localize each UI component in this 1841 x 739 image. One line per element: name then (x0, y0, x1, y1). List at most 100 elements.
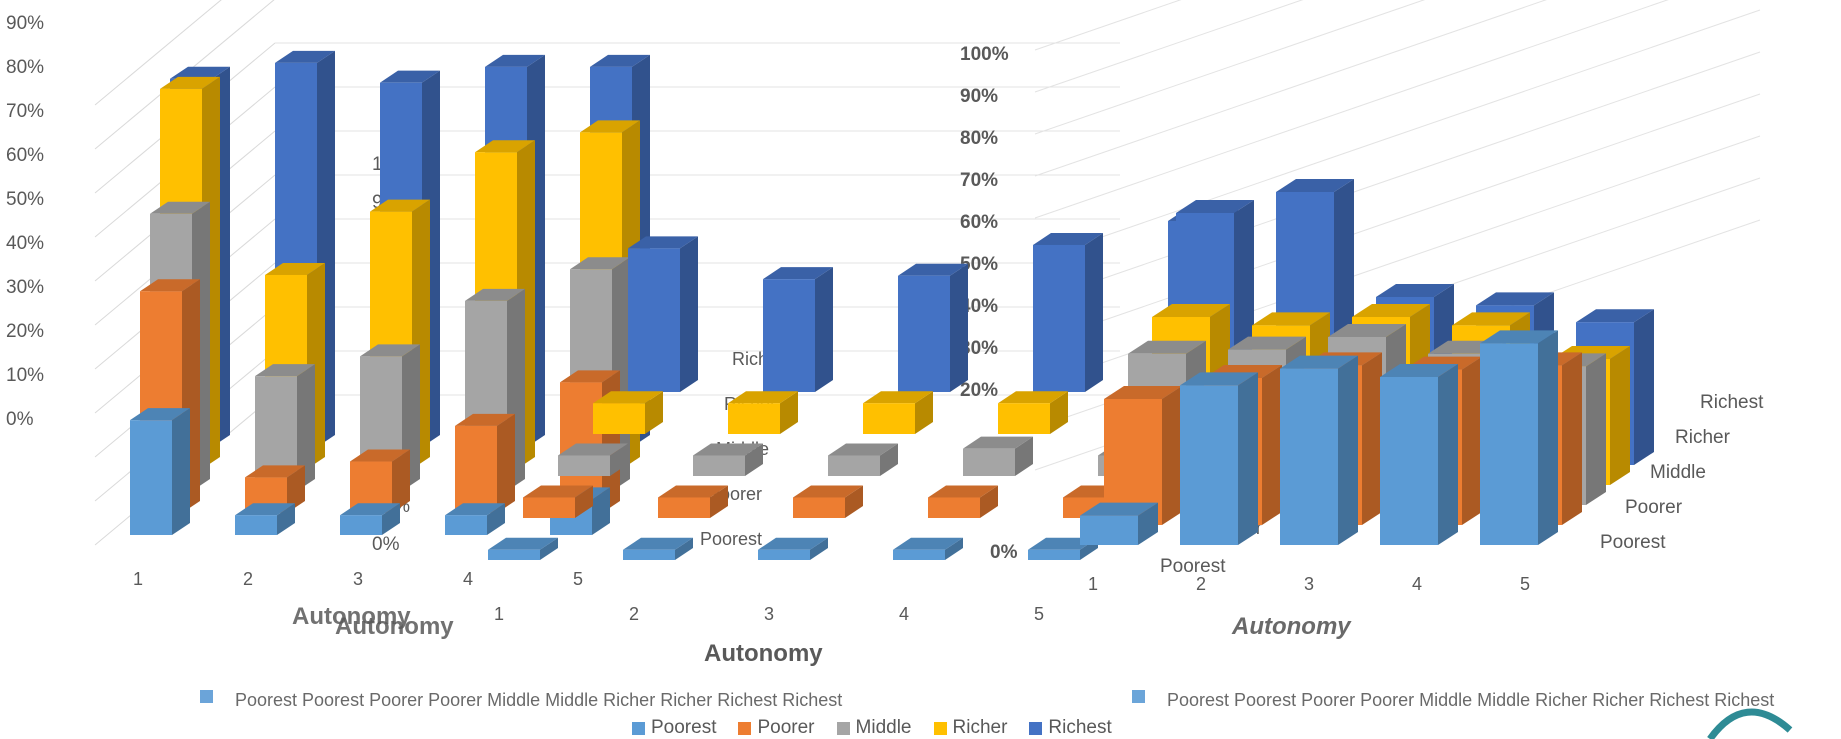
legend-label: Richest (1048, 717, 1111, 739)
y-tick-label-chart-c: 0% (990, 542, 1018, 563)
x-tick-label-chart-b: 1 (494, 604, 504, 624)
depth-label-chart-c-right: Richer (1675, 427, 1731, 448)
bar-front-face (758, 550, 810, 560)
bar-chart-b-richer (728, 391, 798, 434)
bar-side-face (1238, 372, 1258, 545)
bar-front-face (728, 403, 780, 434)
bar-front-face (558, 455, 610, 476)
y-tick-label-chart-a: 40% (6, 233, 44, 254)
gridline-chart-c (1035, 0, 1760, 134)
bar-chart-b-poorer (793, 485, 863, 518)
legend-ghost-text: Poorest Poorest Poorer Poorer Middle Mid… (235, 690, 842, 711)
bar-front-face (1480, 343, 1538, 545)
depth-label-chart-c: Poorest (1160, 556, 1226, 577)
legend-swatch (1132, 690, 1145, 703)
bar-side-face (1562, 352, 1582, 525)
y-tick-label-chart-c: 60% (960, 212, 998, 233)
bar-side-face (1538, 330, 1558, 545)
bar-chart-a-poorest (340, 503, 400, 535)
legend-label: Poorer (757, 717, 814, 739)
y-tick-label-chart-a: 50% (6, 189, 44, 210)
y-tick-label-chart-a: 20% (6, 321, 44, 342)
depth-label-chart-c-right: Richest (1700, 392, 1764, 413)
bar-front-face (455, 426, 497, 513)
x-tick-label-chart-a: 5 (573, 569, 583, 589)
x-tick-label-chart-b: 3 (764, 604, 774, 624)
bar-chart-b-poorest (488, 538, 558, 560)
bar-front-face (235, 515, 277, 535)
y-tick-label-chart-c: 20% (960, 380, 998, 401)
bar-chart-a-poorest (235, 503, 295, 535)
bar-chart-c-poorest (1080, 503, 1158, 545)
gridline-chart-c (1035, 0, 1760, 218)
legend-swatch-poorest (632, 722, 645, 735)
x-tick-label-chart-c: 5 (1520, 574, 1530, 594)
y-tick-label-chart-c: 100% (960, 44, 1009, 65)
legend-item-poorer: Poorer (738, 717, 814, 739)
x-axis-title-left-ghost: Autonomy (335, 613, 454, 641)
y-tick-label-chart-a: 30% (6, 277, 44, 298)
bar-front-face (488, 550, 540, 560)
legend-swatch-richer (934, 722, 947, 735)
x-tick-label-chart-c: 3 (1304, 574, 1314, 594)
depth-label-chart-c-right: Middle (1650, 462, 1706, 483)
bar-side-face (1610, 346, 1630, 485)
bar-side-face (950, 264, 968, 392)
legend-item-richest: Richest (1029, 717, 1111, 739)
y-tick-label-chart-a: 90% (6, 13, 44, 34)
gridline-chart-c (1035, 10, 1760, 260)
x-tick-label-chart-c: 4 (1412, 574, 1422, 594)
bar-side-face (172, 408, 190, 535)
y-tick-label-chart-c: 70% (960, 170, 998, 191)
bar-chart-a-poorer (455, 414, 515, 513)
bar-side-face (497, 414, 515, 513)
x-tick-label-chart-a: 1 (133, 569, 143, 589)
bar-chart-b-middle (693, 443, 763, 476)
bar-chart-b-poorest (623, 538, 693, 560)
gridline-chart-c (1035, 0, 1760, 50)
gridline-chart-c (1035, 0, 1760, 176)
y-tick-label-chart-c: 90% (960, 86, 998, 107)
y-tick-label-chart-a: 0% (6, 409, 34, 430)
bar-chart-b-richest (628, 236, 698, 392)
bar-chart-c-poorest (1480, 330, 1558, 545)
legend-item-richer: Richer (934, 717, 1008, 739)
bar-side-face (1338, 356, 1358, 545)
gridline-chart-c (1035, 52, 1760, 302)
x-axis-title-center: Autonomy (704, 640, 823, 668)
bar-front-face (1180, 385, 1238, 545)
x-tick-label-chart-b: 5 (1034, 604, 1044, 624)
x-tick-label-chart-a: 3 (353, 569, 363, 589)
bar-front-face (828, 455, 880, 476)
bar-side-face (1162, 386, 1182, 525)
bar-front-face (928, 497, 980, 518)
bar-front-face (1033, 245, 1085, 392)
bar-chart-b-richest (1033, 233, 1103, 392)
depth-label-chart-c-right: Poorest (1600, 532, 1666, 553)
y-tick-label-chart-a: 10% (6, 365, 44, 386)
legend-label: Middle (856, 717, 912, 739)
y-tick-label-chart-c: 80% (960, 128, 998, 149)
bar-front-face (523, 497, 575, 518)
bar-front-face (893, 550, 945, 560)
bar-side-face (680, 236, 698, 392)
bar-front-face (658, 497, 710, 518)
bar-front-face (623, 550, 675, 560)
legend-swatch-richest (1029, 722, 1042, 735)
bar-front-face (693, 455, 745, 476)
legend-swatch (200, 690, 213, 703)
bar-side-face (1085, 233, 1103, 392)
bar-chart-b-middle (963, 437, 1033, 476)
bar-front-face (1028, 550, 1080, 560)
bar-front-face (628, 248, 680, 392)
y-tick-label-chart-a: 80% (6, 57, 44, 78)
bar-chart-a-poorest (445, 503, 505, 535)
bar-chart-b-richest (763, 267, 833, 392)
x-tick-label-chart-c: 2 (1196, 574, 1206, 594)
y-tick-label-chart-b: 0% (372, 534, 400, 555)
bar-side-face (815, 267, 833, 392)
bar-chart-b-poorest (893, 538, 963, 560)
bar-side-face (1462, 357, 1482, 525)
bar-front-face (763, 279, 815, 392)
